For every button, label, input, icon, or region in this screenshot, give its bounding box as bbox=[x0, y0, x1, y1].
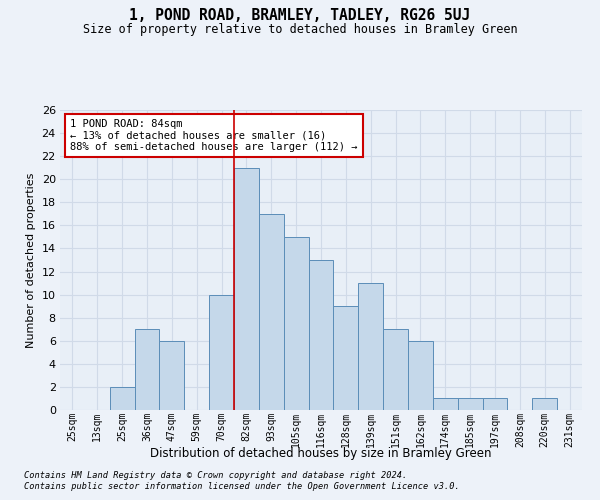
Bar bbox=[383, 329, 408, 410]
Bar bbox=[160, 341, 184, 410]
Y-axis label: Number of detached properties: Number of detached properties bbox=[26, 172, 36, 348]
Text: Contains public sector information licensed under the Open Government Licence v3: Contains public sector information licen… bbox=[24, 482, 460, 491]
Text: Size of property relative to detached houses in Bramley Green: Size of property relative to detached ho… bbox=[83, 22, 517, 36]
Bar bbox=[284, 237, 308, 410]
Text: 1 POND ROAD: 84sqm
← 13% of detached houses are smaller (16)
88% of semi-detache: 1 POND ROAD: 84sqm ← 13% of detached hou… bbox=[70, 119, 358, 152]
Bar bbox=[234, 168, 259, 410]
Bar bbox=[433, 398, 458, 410]
Text: Distribution of detached houses by size in Bramley Green: Distribution of detached houses by size … bbox=[150, 448, 492, 460]
Bar bbox=[358, 283, 383, 410]
Bar bbox=[134, 329, 160, 410]
Bar bbox=[408, 341, 433, 410]
Bar bbox=[209, 294, 234, 410]
Text: 1, POND ROAD, BRAMLEY, TADLEY, RG26 5UJ: 1, POND ROAD, BRAMLEY, TADLEY, RG26 5UJ bbox=[130, 8, 470, 22]
Text: Contains HM Land Registry data © Crown copyright and database right 2024.: Contains HM Land Registry data © Crown c… bbox=[24, 470, 407, 480]
Bar bbox=[110, 387, 134, 410]
Bar bbox=[458, 398, 482, 410]
Bar bbox=[308, 260, 334, 410]
Bar bbox=[259, 214, 284, 410]
Bar bbox=[334, 306, 358, 410]
Bar bbox=[482, 398, 508, 410]
Bar bbox=[532, 398, 557, 410]
